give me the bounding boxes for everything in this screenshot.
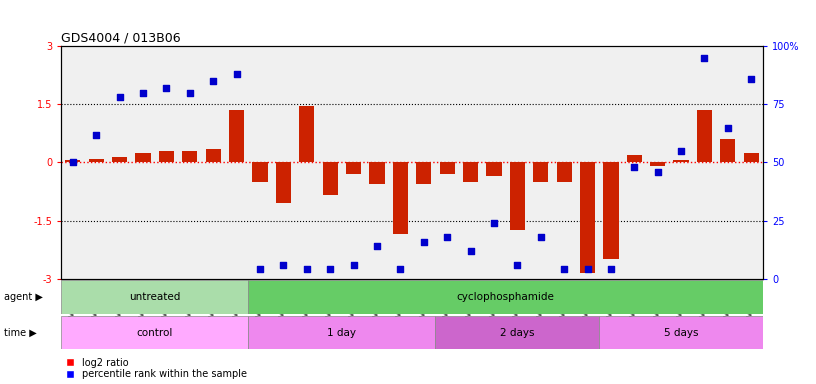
Bar bbox=[299, 106, 314, 162]
Bar bbox=[248, 316, 436, 349]
Bar bbox=[252, 162, 268, 182]
Bar bbox=[322, 162, 338, 195]
Bar bbox=[392, 162, 408, 234]
Text: 5 days: 5 days bbox=[664, 328, 698, 338]
Bar bbox=[440, 162, 455, 174]
Point bbox=[464, 248, 477, 254]
Text: cyclophosphamide: cyclophosphamide bbox=[457, 292, 555, 302]
Bar bbox=[743, 153, 759, 162]
Text: GDS4004 / 013B06: GDS4004 / 013B06 bbox=[61, 31, 181, 44]
Bar bbox=[697, 110, 712, 162]
Text: agent ▶: agent ▶ bbox=[4, 292, 43, 302]
Point bbox=[160, 85, 173, 91]
Point bbox=[581, 266, 594, 273]
Point bbox=[136, 89, 149, 96]
Bar bbox=[486, 162, 502, 176]
Bar bbox=[580, 162, 595, 273]
Bar bbox=[627, 155, 642, 162]
Point bbox=[651, 169, 664, 175]
Bar bbox=[248, 280, 763, 314]
Point bbox=[745, 76, 758, 82]
Bar bbox=[159, 151, 174, 162]
Point bbox=[277, 262, 290, 268]
Point bbox=[230, 71, 243, 77]
Text: 2 days: 2 days bbox=[500, 328, 534, 338]
Text: control: control bbox=[136, 328, 173, 338]
Point bbox=[721, 124, 734, 131]
Bar bbox=[436, 316, 599, 349]
Legend: log2 ratio, percentile rank within the sample: log2 ratio, percentile rank within the s… bbox=[66, 358, 246, 379]
Bar bbox=[721, 139, 735, 162]
Bar bbox=[603, 162, 619, 260]
Bar bbox=[65, 161, 81, 162]
Point bbox=[511, 262, 524, 268]
Text: time ▶: time ▶ bbox=[4, 328, 37, 338]
Bar bbox=[599, 316, 763, 349]
Point bbox=[66, 159, 79, 166]
Bar bbox=[673, 161, 689, 162]
Point bbox=[300, 266, 313, 273]
Point bbox=[254, 266, 267, 273]
Bar bbox=[182, 151, 197, 162]
Point bbox=[487, 220, 500, 226]
Bar bbox=[61, 316, 248, 349]
Bar bbox=[61, 280, 248, 314]
Point bbox=[628, 164, 641, 170]
Bar bbox=[89, 159, 104, 162]
Point bbox=[206, 78, 220, 84]
Point bbox=[557, 266, 570, 273]
Bar bbox=[206, 149, 221, 162]
Bar bbox=[370, 162, 384, 184]
Bar bbox=[135, 153, 151, 162]
Bar bbox=[346, 162, 361, 174]
Bar bbox=[533, 162, 548, 182]
Point bbox=[113, 94, 126, 100]
Text: 1 day: 1 day bbox=[327, 328, 357, 338]
Point bbox=[370, 243, 384, 249]
Point bbox=[90, 131, 103, 137]
Point bbox=[534, 234, 548, 240]
Bar bbox=[112, 157, 127, 162]
Point bbox=[605, 266, 618, 273]
Point bbox=[347, 262, 360, 268]
Point bbox=[394, 266, 407, 273]
Bar bbox=[650, 162, 665, 166]
Point bbox=[698, 55, 711, 61]
Bar bbox=[229, 110, 244, 162]
Point bbox=[324, 266, 337, 273]
Bar bbox=[416, 162, 432, 184]
Bar bbox=[510, 162, 525, 230]
Point bbox=[184, 89, 197, 96]
Bar bbox=[463, 162, 478, 182]
Bar bbox=[557, 162, 572, 182]
Point bbox=[441, 234, 454, 240]
Point bbox=[417, 238, 430, 245]
Bar bbox=[276, 162, 291, 203]
Point bbox=[675, 148, 688, 154]
Text: untreated: untreated bbox=[129, 292, 180, 302]
